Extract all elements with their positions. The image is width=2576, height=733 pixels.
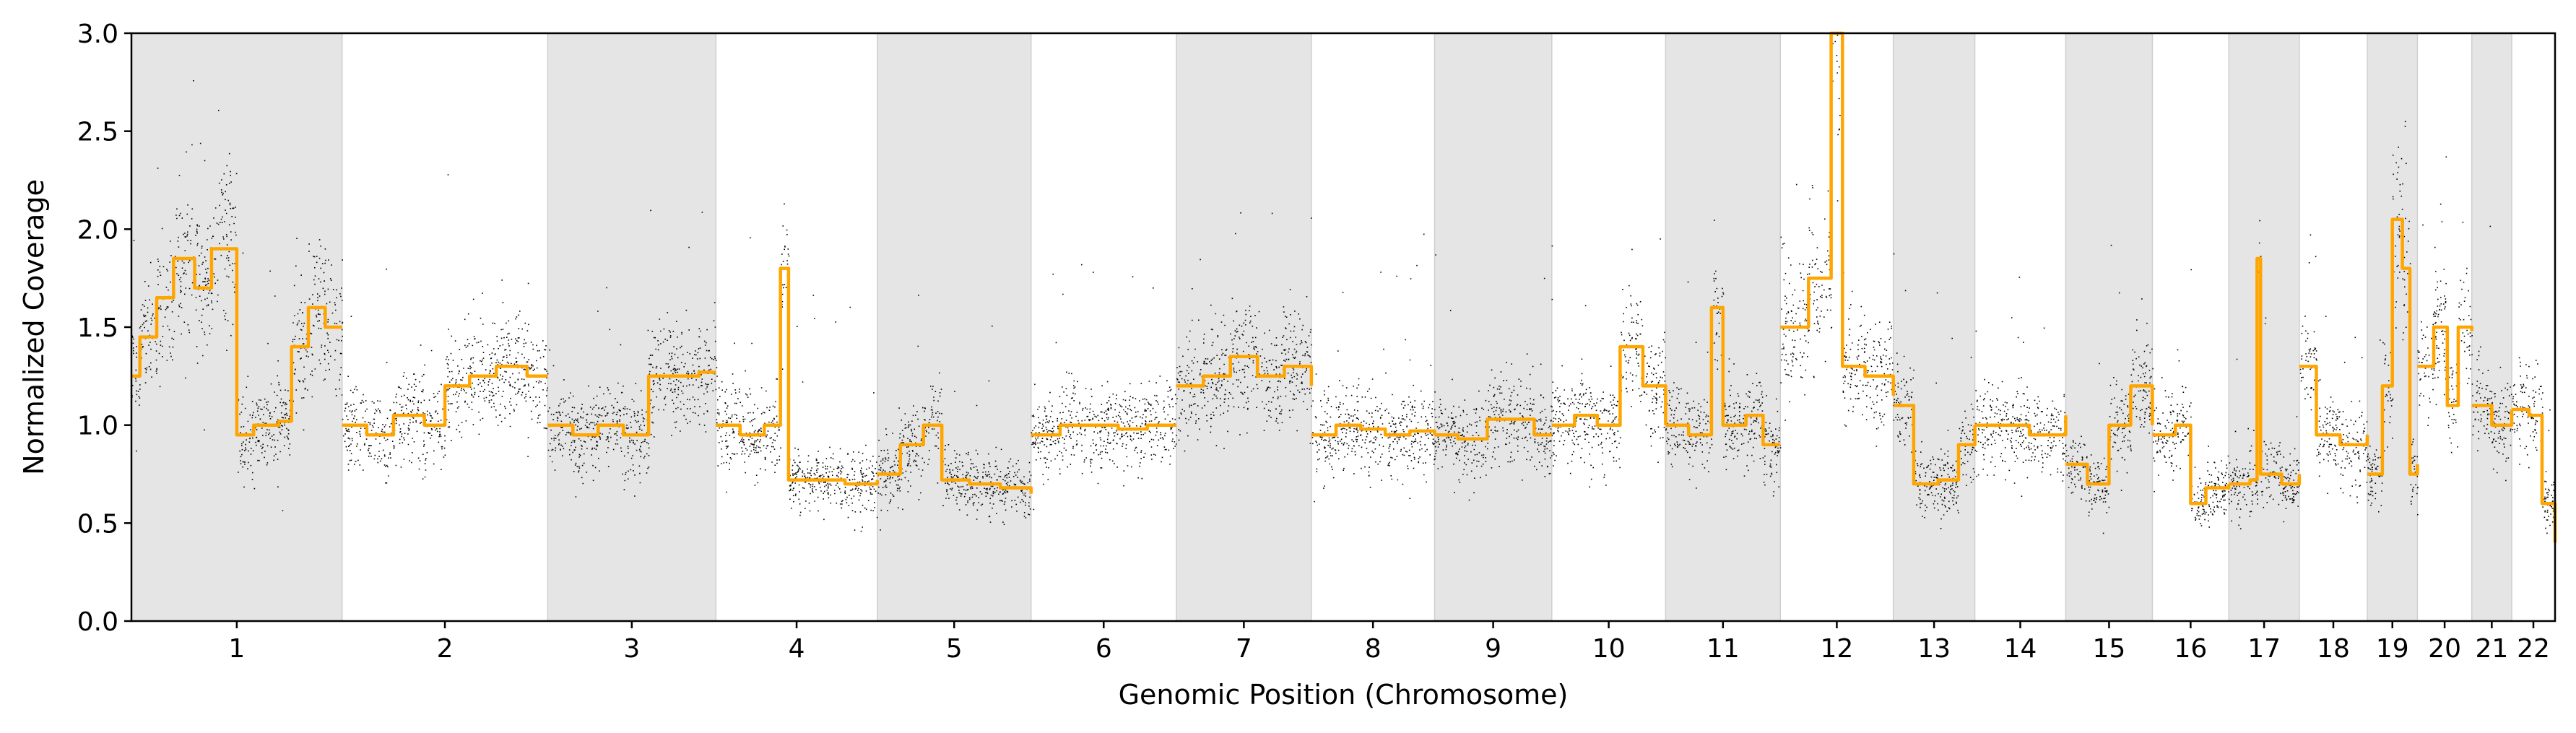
y-tick-label: 0.5 <box>77 509 118 539</box>
x-tick-label-chr1: 1 <box>228 634 245 664</box>
segment-line-chr22 <box>2512 407 2557 543</box>
segment-line-chr17 <box>2229 256 2302 486</box>
chromosome-band-7 <box>1176 32 1312 622</box>
segment-line-chr2 <box>342 365 548 437</box>
segment-lines <box>131 31 2557 543</box>
x-tick-label-chr17: 17 <box>2247 634 2281 664</box>
x-tick-label-chr11: 11 <box>1707 634 1740 664</box>
y-tick-label: 1.0 <box>77 412 118 441</box>
y-tick-label: 1.5 <box>77 313 118 343</box>
segment-line-chr14 <box>1974 415 2068 437</box>
y-tick-label: 2.0 <box>77 215 118 245</box>
x-tick-label-chr15: 15 <box>2093 634 2126 664</box>
segment-line-chr6 <box>1031 423 1176 437</box>
chromosome-band-13 <box>1892 32 1976 622</box>
segment-line-chr3 <box>547 370 716 437</box>
x-tick-label-chr2: 2 <box>437 634 454 664</box>
y-axis-label: Normalized Coverage <box>18 179 50 475</box>
x-tick-label-chr18: 18 <box>2317 634 2350 664</box>
chromosome-band-21 <box>2471 32 2512 622</box>
y-tick-label: 0.0 <box>77 607 118 637</box>
x-tick-label-chr12: 12 <box>1821 634 1854 664</box>
segment-line-chr7 <box>1176 355 1314 388</box>
coverage-point-cloud <box>131 35 2557 538</box>
segment-line-chr10 <box>1551 344 1668 427</box>
chromosome-band-5 <box>877 32 1032 622</box>
x-tick-label-chr13: 13 <box>1917 634 1951 664</box>
x-tick-label-chr16: 16 <box>2174 634 2207 664</box>
y-tick-label: 3.0 <box>77 19 118 49</box>
segment-line-chr4 <box>716 266 880 486</box>
x-tick-label-chr21: 21 <box>2475 634 2508 664</box>
x-tick-label-chr14: 14 <box>2004 634 2037 664</box>
segment-line-chr16 <box>2152 423 2231 506</box>
x-tick-label-chr20: 20 <box>2428 634 2461 664</box>
x-tick-label-chr9: 9 <box>1485 634 1501 664</box>
segment-line-chr18 <box>2299 365 2369 447</box>
segment-line-chr19 <box>2367 217 2419 476</box>
x-tick-label-chr5: 5 <box>946 634 963 664</box>
x-tick-label-chr10: 10 <box>1592 634 1626 664</box>
y-axis: 0.0 0.5 1.0 1.5 2.0 2.5 3.0 <box>77 19 131 637</box>
segment-line-chr20 <box>2417 325 2473 407</box>
x-tick-label-chr4: 4 <box>789 634 805 664</box>
chromosome-band-3 <box>547 32 717 622</box>
x-tick-label-chr7: 7 <box>1236 634 1252 664</box>
segment-line-chr1 <box>131 247 342 437</box>
x-tick-label-chr22: 22 <box>2517 634 2550 664</box>
segment-line-chr5 <box>877 423 1033 494</box>
x-tick-label-chr8: 8 <box>1365 634 1382 664</box>
segment-line-chr21 <box>2471 404 2514 427</box>
segment-line-chr15 <box>2065 384 2154 486</box>
chromosome-band-9 <box>1434 32 1553 622</box>
plot-frame <box>130 32 2557 623</box>
y-tick-label: 2.5 <box>77 118 118 147</box>
coverage-points <box>131 35 2557 538</box>
chromosome-band-17 <box>2228 32 2300 622</box>
segment-line-chr8 <box>1311 423 1436 437</box>
chromosome-shading <box>131 32 2512 622</box>
x-axis: 1 2 3 4 5 6 7 8 9 10 11 12 13 14 15 16 17 18 19 20 21 22 <box>228 621 2550 664</box>
x-tick-label-chr3: 3 <box>623 634 640 664</box>
segment-line-chr9 <box>1434 417 1552 441</box>
x-tick-label-chr19: 19 <box>2376 634 2409 664</box>
segment-line-chr13 <box>1893 404 1977 486</box>
x-axis-label: Genomic Position (Chromosome) <box>1119 679 1569 711</box>
x-tick-label-chr6: 6 <box>1096 634 1112 664</box>
segment-line-chr11 <box>1665 305 1781 447</box>
chromosome-band-15 <box>2065 32 2154 622</box>
segment-line-chr12 <box>1780 31 1895 396</box>
